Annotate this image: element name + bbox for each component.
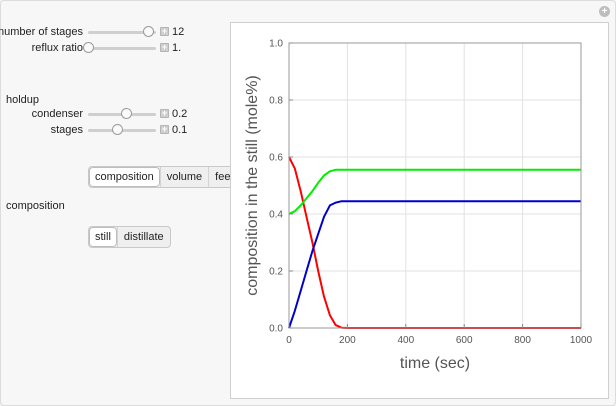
x-tick-label: 400 (397, 335, 414, 346)
condenser-stepper-plus-icon[interactable]: + (160, 108, 169, 118)
x-tick-label: 800 (514, 335, 531, 346)
slider-thumb[interactable] (142, 26, 154, 37)
reflux-ratio-value: 1. (172, 42, 182, 54)
stages-label: stages (50, 124, 83, 136)
reflux-ratio-stepper-plus-icon[interactable]: + (160, 42, 169, 52)
reflux-ratio-control: reflux ratio + 1. (0, 40, 220, 56)
plot-panel: 0 200 400 600 800 1000 0.0 0.2 0.4 0.6 0.8 1.0 time… (230, 22, 609, 399)
number-of-stages-label: number of stages (0, 26, 83, 38)
composition-section-label: composition (6, 200, 65, 212)
x-axis-label: time (sec) (400, 355, 470, 372)
plot-frame (288, 42, 582, 329)
series-line-2 (288, 200, 581, 329)
condenser-label: condenser (31, 108, 83, 120)
y-tick-label: 1.0 (269, 39, 283, 50)
number-of-stages-control: number of stages + 12 (0, 24, 220, 40)
condenser-holdup-control: condenser + 0.2 (0, 106, 220, 122)
series-line-0 (288, 156, 581, 329)
reflux-ratio-label: reflux ratio (31, 42, 83, 54)
composition-chart: 0 200 400 600 800 1000 0.0 0.2 0.4 0.6 0.8 1.0 time… (244, 39, 593, 373)
number-of-stages-value: 12 (172, 26, 185, 38)
condenser-slider[interactable] (88, 108, 156, 119)
condenser-value: 0.2 (172, 108, 188, 120)
reflux-ratio-slider[interactable] (83, 42, 156, 53)
y-tick-label: 0.0 (269, 324, 283, 335)
y-tick-label: 0.6 (269, 153, 283, 164)
slider-thumb[interactable] (111, 124, 123, 135)
stages-stepper-plus-icon[interactable]: + (160, 124, 169, 134)
stages-value: 0.1 (172, 124, 188, 136)
stages-holdup-control: stages + 0.1 (0, 122, 220, 138)
holdup-section-label: holdup (6, 94, 40, 106)
chart-ticks: 0 200 400 600 800 1000 0.0 0.2 0.4 0.6 0.8 1.0 (269, 39, 592, 347)
composition-option-still[interactable]: still (89, 227, 117, 247)
stages-slider[interactable] (88, 124, 156, 135)
view-selector: composition volume feed (88, 166, 244, 188)
slider-thumb[interactable] (83, 42, 94, 53)
number-of-stages-stepper-plus-icon[interactable]: + (160, 26, 169, 36)
composition-option-distillate[interactable]: distillate (116, 227, 170, 247)
number-of-stages-slider[interactable] (88, 26, 156, 37)
y-tick-label: 0.4 (269, 210, 283, 221)
y-axis-label: composition in the still (mole%) (244, 75, 261, 296)
expand-options-icon[interactable]: + (599, 6, 610, 17)
chart-series (288, 156, 581, 329)
chart-grid (288, 42, 582, 329)
x-tick-label: 0 (286, 335, 292, 346)
y-tick-label: 0.2 (269, 267, 283, 278)
view-option-composition[interactable]: composition (89, 167, 160, 187)
x-tick-label: 200 (339, 335, 356, 346)
x-tick-label: 1000 (570, 335, 593, 346)
view-option-volume[interactable]: volume (159, 167, 208, 187)
series-line-1 (288, 168, 581, 215)
slider-thumb[interactable] (121, 108, 133, 119)
composition-selector: still distillate (88, 226, 171, 248)
y-tick-label: 0.8 (269, 96, 283, 107)
x-tick-label: 600 (456, 335, 473, 346)
